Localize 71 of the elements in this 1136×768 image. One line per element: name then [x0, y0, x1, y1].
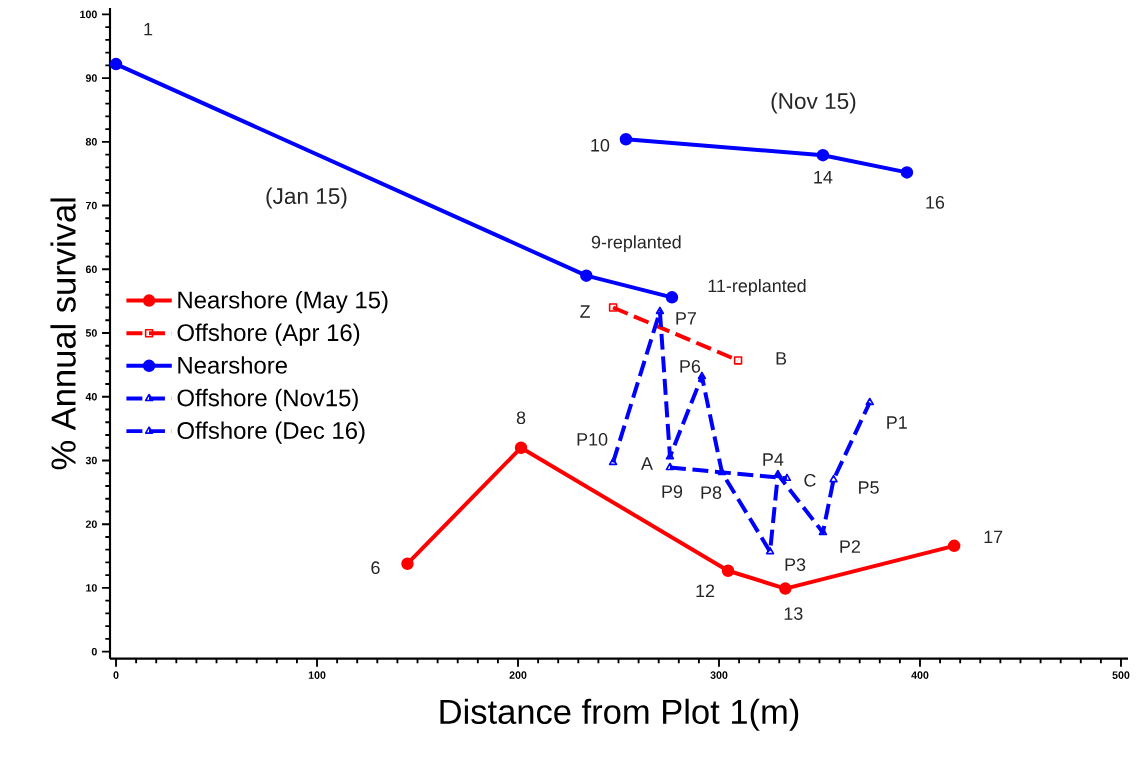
point [773, 469, 783, 478]
annotation: C [804, 473, 816, 487]
annotation: 6 [371, 561, 380, 575]
y-tick-label: 90 [85, 74, 97, 82]
point [514, 441, 528, 454]
x-tick-label: 500 [1112, 671, 1130, 679]
annotation: P5 [859, 481, 879, 494]
annotation: 17 [984, 530, 1003, 544]
legend-label: Nearshore [178, 356, 287, 374]
x-tick-label: 0 [113, 671, 119, 679]
y-tick-label: 40 [85, 392, 97, 401]
point [655, 306, 665, 315]
annotation: P10 [577, 433, 608, 446]
point [900, 166, 914, 179]
point [765, 546, 775, 555]
x-axis-title: Distance from Plot 1(m) [440, 698, 799, 731]
y-tick-label: 100 [80, 10, 97, 19]
annotation: B [776, 352, 787, 365]
point [779, 582, 792, 595]
y-tick-label: 20 [85, 520, 97, 528]
point [665, 291, 679, 304]
point [697, 371, 707, 380]
annotation: P4 [763, 453, 784, 466]
annotation: (Nov 15) [771, 92, 856, 114]
point [109, 57, 123, 71]
y-tick-label: 80 [85, 138, 97, 146]
legend-label: Offshore (Apr 16) [177, 323, 360, 346]
y-tick-label: 60 [85, 265, 97, 274]
annotation: 16 [926, 196, 945, 209]
x-tick-label: 200 [509, 671, 527, 679]
annotation: P2 [840, 540, 860, 553]
y-axis-title: % Annual survival [50, 198, 76, 470]
point [619, 133, 633, 146]
annotation: 11-replanted [708, 278, 806, 296]
annotation: P8 [701, 486, 722, 499]
legend-label: Offshore (Nov15) [177, 388, 358, 412]
y-tick-label: 10 [86, 584, 97, 592]
annotation: P9 [662, 485, 683, 498]
y-tick-label: 50 [85, 329, 97, 337]
point [401, 557, 414, 570]
annotation: 14 [814, 171, 833, 184]
annotation: A [641, 457, 653, 470]
annotation: (Jan 15) [266, 187, 347, 209]
annotation: 9-replanted [591, 235, 681, 253]
annotation: 13 [784, 607, 803, 620]
point [829, 474, 838, 483]
point [580, 269, 593, 282]
annotation: P6 [680, 360, 701, 373]
point [947, 539, 961, 553]
y-tick-label: 70 [85, 201, 97, 210]
y-tick-label: 0 [91, 647, 97, 656]
annotation: P1 [887, 416, 907, 429]
legend-label: Offshore (Dec 16) [177, 421, 365, 444]
x-tick-label: 400 [911, 671, 929, 679]
annotation: 12 [696, 584, 715, 597]
point [608, 457, 618, 466]
y-tick-label: 30 [85, 456, 97, 465]
point [608, 303, 618, 312]
annotation: Z [580, 305, 590, 318]
annotation: 8 [516, 411, 526, 425]
point [865, 397, 874, 406]
legend-label: Nearshore (May 15) [178, 290, 388, 314]
point [733, 356, 743, 365]
annotation: 10 [591, 138, 610, 152]
annotation: P3 [785, 558, 806, 571]
point [816, 148, 830, 162]
point [721, 564, 735, 577]
annotation: P7 [676, 312, 696, 325]
x-tick-label: 300 [710, 671, 728, 679]
annotation: 1 [144, 22, 153, 36]
x-tick-label: 100 [308, 671, 326, 679]
